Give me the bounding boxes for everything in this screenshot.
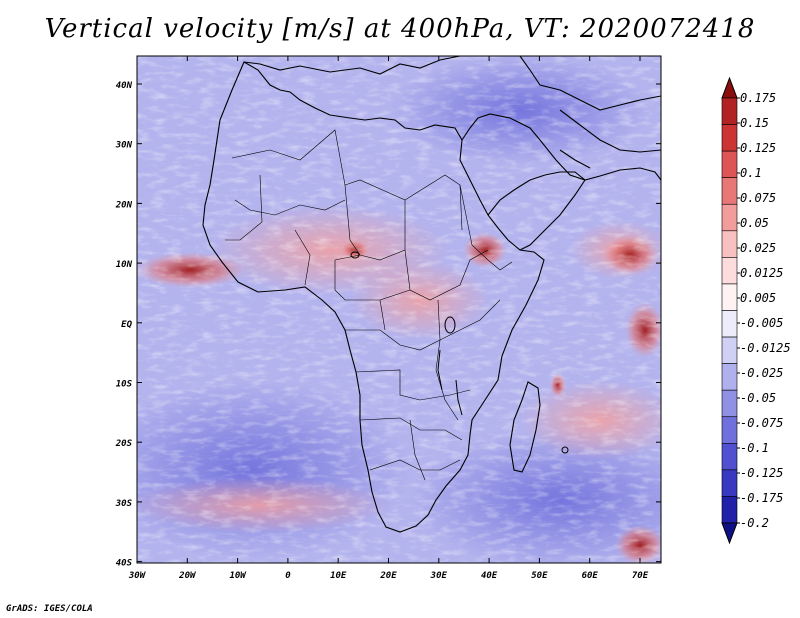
colorbar-label: 0.0125	[740, 266, 783, 280]
colorbar-swatch	[721, 150, 738, 178]
lon-tick-label: 20W	[178, 571, 197, 581]
colorbar-swatch	[721, 257, 738, 285]
map-frame	[136, 55, 662, 564]
lat-tick-label: 30N	[115, 141, 133, 151]
colorbar-swatch	[721, 363, 738, 391]
lon-tick-label: 10W	[229, 571, 247, 581]
colorbar-swatch	[721, 124, 738, 152]
lon-tick-label: 50E	[531, 571, 548, 581]
colorbar-label: -0.125	[740, 466, 783, 480]
colorbar-swatch	[721, 469, 738, 497]
colorbar-label: -0.05	[740, 391, 776, 405]
colorbar-label: 0.1	[740, 166, 762, 180]
colorbar-swatch	[721, 416, 738, 444]
lat-tick-label: 40N	[116, 81, 133, 91]
colorbar-label: 0.075	[740, 191, 776, 205]
lat-tick-label: 20N	[115, 200, 133, 210]
lon-tick-label: 0	[285, 571, 291, 581]
lon-tick-label: 60E	[582, 571, 599, 581]
colorbar-label: 0.025	[740, 241, 776, 255]
lon-tick-label: 40E	[481, 571, 498, 581]
lon-tick-label: 30E	[430, 571, 448, 581]
colorbar: 0.175 0.15 0.125 0.1 0.075 0.05 0.025 0.0125 0.0…	[721, 76, 791, 545]
colorbar-label: -0.075	[740, 416, 783, 430]
colorbar-label: 0.15	[740, 116, 769, 130]
lon-tick-label: 30W	[128, 571, 147, 581]
colorbar-label: 0.125	[740, 141, 776, 155]
lon-tick-label: 70E	[632, 571, 649, 581]
colorbar-label: -0.1	[740, 441, 769, 455]
lat-tick-label: 10S	[116, 380, 133, 390]
lat-tick-label: 30S	[115, 499, 133, 509]
colorbar-swatch	[721, 230, 738, 258]
colorbar-label: -0.2	[740, 516, 769, 530]
colorbar-top-arrow	[721, 76, 738, 99]
lat-tick-label: EQ	[121, 320, 132, 330]
longitude-axis: 30W 20W 10W 0 10E 20E 30E 40E 50E 60E 70E	[128, 56, 649, 581]
colorbar-swatch	[721, 97, 738, 125]
colorbar-swatch	[721, 336, 738, 364]
latitude-axis: 40N 30N 20N 10N EQ 10S 20S 30S 40S	[115, 81, 661, 569]
colorbar-label: -0.025	[740, 366, 783, 380]
colorbar-swatch	[721, 177, 738, 205]
colorbar-label: 0.175	[740, 91, 776, 105]
colorbar-swatch	[721, 203, 738, 232]
colorbar-label: -0.0125	[740, 341, 791, 355]
colorbar-swatch	[721, 310, 738, 338]
lat-tick-label: 20S	[115, 439, 133, 449]
colorbar-label: -0.175	[740, 491, 783, 505]
coastlines	[202, 56, 661, 533]
colorbar-swatch	[721, 389, 738, 418]
colorbar-swatch	[721, 443, 738, 471]
lat-tick-label: 40S	[116, 559, 133, 569]
lat-tick-label: 10N	[116, 260, 133, 270]
colorbar-swatch	[721, 496, 738, 524]
velocity-field	[137, 56, 661, 563]
lon-tick-label: 10E	[330, 571, 347, 581]
colorbar-label: 0.005	[740, 291, 776, 305]
grads-credit: GrADS: IGES/COLA	[6, 604, 93, 614]
country-borders	[225, 129, 513, 481]
colorbar-bottom-arrow	[721, 522, 738, 545]
lon-tick-label: 20E	[379, 571, 397, 581]
colorbar-swatch	[721, 283, 738, 311]
colorbar-label: 0.05	[740, 216, 769, 230]
map-title: Vertical velocity [m/s] at 400hPa, VT: 2…	[44, 14, 756, 44]
colorbar-label: -0.005	[740, 316, 783, 330]
lakes	[350, 251, 569, 454]
